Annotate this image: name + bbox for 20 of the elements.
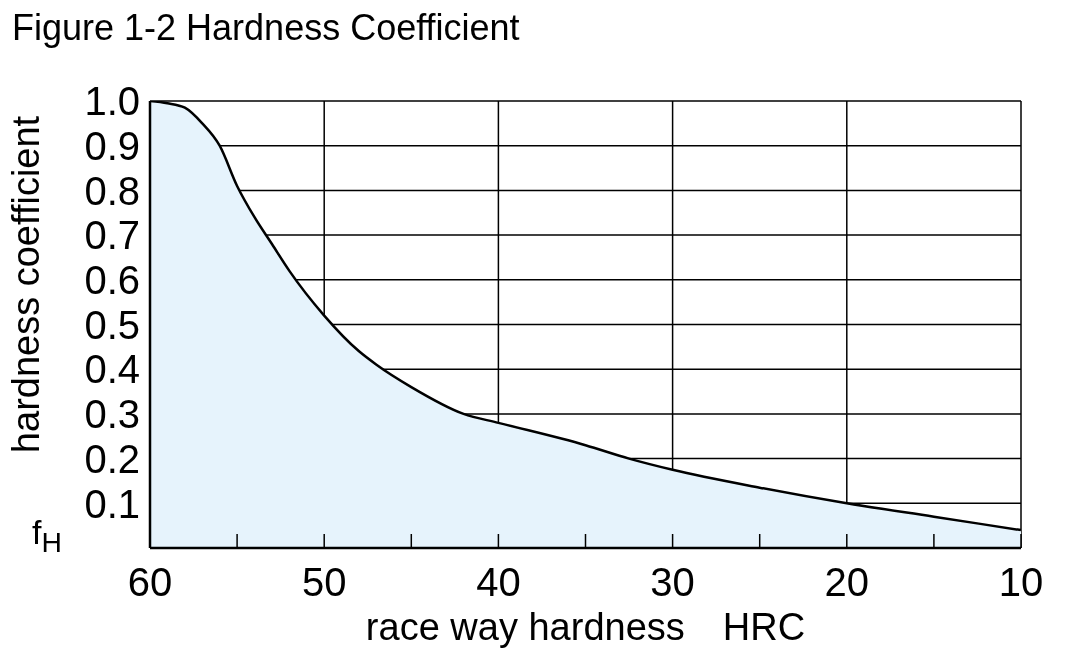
y-tick-label: 0.4 [84,347,140,392]
y-tick-label: 0.1 [84,481,140,526]
x-tick-label: 40 [476,560,521,605]
text: f$_{H}$ [32,513,62,559]
x-tick-label: 20 [824,560,870,605]
x-tick-label: 10 [998,560,1044,605]
y-tick-label: 0.8 [84,168,140,213]
x-axis-title: race way hardness HRC [365,606,806,648]
x-tick-label: 30 [650,560,695,605]
x-tick-label: 50 [301,560,347,605]
chart-title: Figure 1-2 Hardness Coefficient [11,7,521,50]
y-tick-label: 0.3 [84,392,140,437]
x-tick-label: 60 [127,560,173,605]
y-tick-label: 0.7 [84,213,140,258]
y-axis-title: hardness coefficient [5,115,48,454]
y-tick-label: 0.6 [84,258,140,302]
y-tick-label: 1.0 [84,79,140,124]
y-tick-label: 0.9 [84,123,140,168]
y-tick-label: 0.2 [84,436,140,481]
y-tick-label: 0.5 [84,302,140,347]
